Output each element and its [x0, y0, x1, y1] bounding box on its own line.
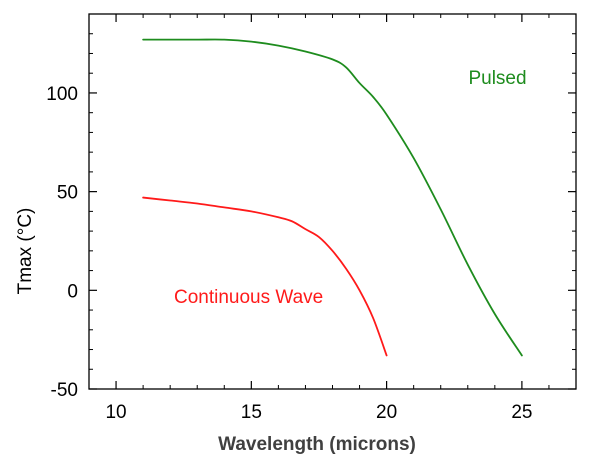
series-label-pulsed: Pulsed — [468, 68, 526, 89]
labels-group: Pulsed Continuous Wave — [174, 68, 527, 308]
series-group — [142, 38, 523, 357]
y-axis-label: Tmax (°C) — [15, 208, 36, 295]
series-line-continuous-wave — [142, 196, 388, 357]
x-axis-label: Wavelength (microns) — [218, 434, 416, 455]
plot-area — [88, 13, 577, 390]
x-tick-label: 10 — [105, 402, 126, 423]
y-tick-label: -50 — [51, 380, 78, 401]
y-tick-label: 0 — [67, 281, 78, 302]
ticks-group — [88, 13, 577, 390]
y-tick-label: 100 — [46, 84, 78, 105]
x-tick-label: 25 — [511, 402, 532, 423]
y-tick-label: 50 — [57, 183, 78, 204]
series-label-continuous-wave: Continuous Wave — [174, 287, 323, 308]
tick-labels-group: 10 15 20 25 -50 0 50 100 — [46, 84, 532, 423]
series-line-pulsed — [142, 38, 523, 357]
x-tick-label: 20 — [376, 402, 397, 423]
x-tick-label: 15 — [241, 402, 262, 423]
